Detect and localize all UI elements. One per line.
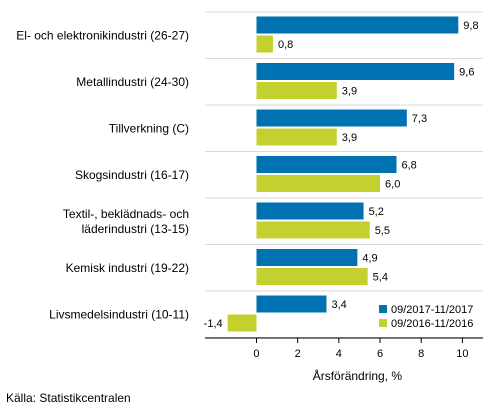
legend-entry: 09/2016-11/2016 [391, 318, 473, 330]
value-label: 9,6 [459, 67, 474, 79]
chart: 9,8 0,8 9,6 3,9 7,3 3,9 6,86,0 5,2 5,5 4,9 5,4 3,4 -… [16, 11, 483, 383]
bar-current [256, 63, 455, 80]
value-label: 4,9 [362, 253, 377, 265]
legend: 09/2017-11/2017 09/2016-11/2016 [379, 304, 473, 330]
bar-current [256, 202, 364, 220]
category-label: Kemisk industri (19-22) [66, 261, 189, 275]
value-label: 5,2 [369, 206, 384, 218]
x-tick-label: 10 [456, 348, 468, 360]
category-label: Skogsindustri (16-17) [75, 168, 189, 182]
bar-previous [256, 128, 337, 146]
x-axis: 0 2 4 6 8 10 [205, 337, 483, 360]
x-tick-label: 4 [336, 348, 342, 360]
bar-previous [256, 268, 368, 285]
bar-previous [256, 175, 381, 192]
bar-current [256, 249, 358, 266]
x-tick-label: 8 [418, 348, 424, 360]
legend-swatch [379, 305, 387, 313]
value-label: 6,0 [385, 179, 400, 191]
value-label: 9,8 [463, 20, 478, 32]
value-label: 7,3 [412, 113, 427, 125]
value-label: 5,4 [373, 272, 388, 284]
category-label: El- och elektronikindustri (26-27) [16, 28, 189, 42]
bar-previous [256, 221, 370, 239]
x-tick-label: 2 [295, 348, 301, 360]
category-label: Textil-, beklädnads- och [63, 207, 189, 221]
bar-current [256, 109, 407, 127]
category-label: Tillverkning (C) [109, 121, 189, 135]
value-label: 3,9 [342, 132, 357, 144]
legend-swatch [379, 319, 387, 327]
bar-current [256, 156, 397, 173]
gridlines [205, 11, 483, 338]
category-label: Livsmedelsindustri (10-11) [49, 307, 189, 321]
bar-current [256, 295, 327, 313]
bar-previous [256, 82, 337, 99]
x-tick-label: 0 [253, 348, 259, 360]
value-label: 6,8 [402, 160, 417, 172]
x-tick-label: 6 [377, 348, 383, 360]
value-label: -1,4 [204, 318, 223, 330]
value-label: 5,5 [375, 225, 390, 237]
bar-current [256, 16, 459, 34]
bars [227, 16, 459, 332]
bar-previous [227, 314, 257, 332]
legend-entry: 09/2017-11/2017 [391, 304, 473, 316]
value-label: 3,4 [331, 299, 346, 311]
category-label: Metallindustri (24-30) [76, 75, 189, 89]
x-axis-title: Årsförändring, % [313, 368, 403, 383]
value-labels: 9,8 0,8 9,6 3,9 7,3 3,9 6,86,0 5,2 5,5 4,9 5,4 3,4 -… [204, 20, 479, 330]
value-label: 3,9 [342, 86, 357, 98]
bar-previous [256, 35, 273, 53]
value-label: 0,8 [278, 39, 293, 51]
category-labels: El- och elektronikindustri (26-27) Metall… [16, 28, 189, 321]
source-note: Källa: Statistikcentralen [6, 391, 131, 405]
category-label: läderindustri (13-15) [82, 222, 189, 236]
